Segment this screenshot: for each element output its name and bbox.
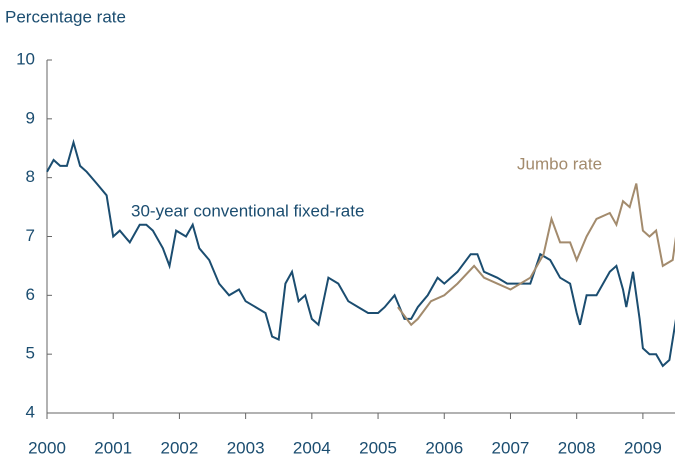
x-tick-label: 2003 xyxy=(227,438,265,457)
y-tick-label: 8 xyxy=(26,167,35,186)
series-line xyxy=(397,183,675,327)
x-tick-label: 2001 xyxy=(94,438,132,457)
y-tick-label: 7 xyxy=(26,226,35,245)
y-tick-label: 10 xyxy=(16,49,35,68)
x-tick-label: 2002 xyxy=(161,438,199,457)
x-tick-label: 2008 xyxy=(558,438,596,457)
y-axis-label: Percentage rate xyxy=(5,7,126,26)
annotation: 30-year conventional fixed-rate xyxy=(131,201,364,220)
series-line xyxy=(46,138,675,368)
y-tick-label: 4 xyxy=(26,402,35,421)
annotation: Jumbo rate xyxy=(517,154,602,173)
y-tick-label: 9 xyxy=(26,108,35,127)
x-tick-label: 2005 xyxy=(359,438,397,457)
x-tick-label: 2009 xyxy=(624,438,662,457)
x-tick-label: 2006 xyxy=(425,438,463,457)
y-tick-label: 5 xyxy=(26,344,35,363)
y-tick-label: 6 xyxy=(26,285,35,304)
x-tick-label: 2000 xyxy=(28,438,66,457)
x-tick-label: 2004 xyxy=(293,438,331,457)
x-tick-label: 2007 xyxy=(492,438,530,457)
